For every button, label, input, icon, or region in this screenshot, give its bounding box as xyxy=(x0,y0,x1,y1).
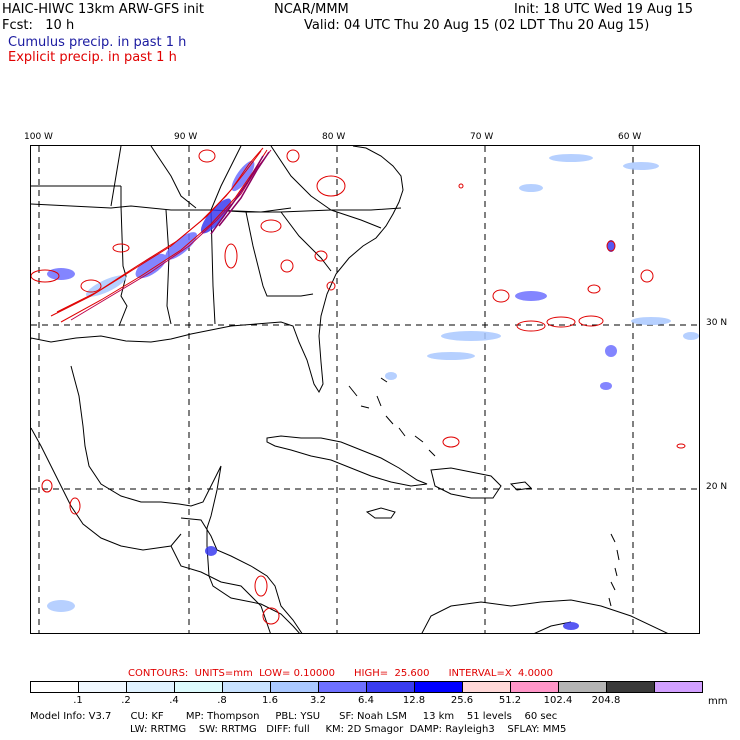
legend-tick-label: 12.8 xyxy=(402,695,426,706)
valid-time: Valid: 04 UTC Thu 20 Aug 15 (02 LDT Thu … xyxy=(304,18,650,33)
init-time: Init: 18 UTC Wed 19 Aug 15 xyxy=(514,2,694,17)
legend-swatch xyxy=(318,681,367,693)
lon-label-100w: 100 W xyxy=(24,132,53,142)
explicit-precip-contours xyxy=(31,147,686,625)
legend-swatch xyxy=(78,681,127,693)
forecast-hour: Fcst: 10 h xyxy=(2,18,75,33)
map-canvas xyxy=(31,146,699,633)
legend-tick-label: 6.4 xyxy=(358,695,374,706)
legend-tick-label: 1.6 xyxy=(262,695,278,706)
legend-tick-label: .1 xyxy=(73,695,83,706)
model-info-line2: LW: RRTMG SW: RRTMG DIFF: full KM: 2D Sm… xyxy=(130,724,567,735)
legend-tick-label: 102.4 xyxy=(543,695,573,706)
cumulus-precip xyxy=(47,154,699,630)
legend-tick-label: .8 xyxy=(217,695,227,706)
lon-label-70w: 70 W xyxy=(470,132,494,142)
legend-swatch xyxy=(366,681,415,693)
legend-swatch xyxy=(222,681,271,693)
legend-swatch xyxy=(30,681,79,693)
model-title: HAIC-HIWC 13km ARW-GFS init xyxy=(2,2,204,17)
legend-swatch xyxy=(270,681,319,693)
precipitation-map xyxy=(30,145,700,634)
legend-tick-label: .4 xyxy=(169,695,179,706)
legend-tick-label: 25.6 xyxy=(450,695,474,706)
model-info-line1: Model Info: V3.7 CU: KF MP: Thompson PBL… xyxy=(30,711,558,722)
contours-label: CONTOURS: UNITS=mm LOW= 0.10000 HIGH= 25… xyxy=(128,668,554,679)
lon-label-60w: 60 W xyxy=(618,132,642,142)
legend-swatch xyxy=(174,681,223,693)
legend-swatch xyxy=(126,681,175,693)
legend-swatch xyxy=(654,681,703,693)
legend-swatch xyxy=(462,681,511,693)
legend-units: mm xyxy=(708,696,728,707)
legend-swatch xyxy=(510,681,559,693)
lon-label-90w: 90 W xyxy=(174,132,198,142)
lat-lon-grid xyxy=(31,146,699,633)
legend-swatch xyxy=(414,681,463,693)
coastlines xyxy=(31,146,668,633)
lon-label-80w: 80 W xyxy=(322,132,346,142)
explicit-legend-title: Explicit precip. in past 1 h xyxy=(8,50,177,65)
legend-tick-label: 3.2 xyxy=(310,695,326,706)
lat-label-20n: 20 N xyxy=(706,482,728,492)
legend-tick-label: 51.2 xyxy=(498,695,522,706)
legend-tick-label: .2 xyxy=(121,695,131,706)
legend-tick-label: 204.8 xyxy=(591,695,621,706)
organization: NCAR/MMM xyxy=(274,2,349,17)
lat-label-30n: 30 N xyxy=(706,318,728,328)
legend-swatch xyxy=(558,681,607,693)
precip-color-legend xyxy=(30,681,703,693)
cumulus-legend-title: Cumulus precip. in past 1 h xyxy=(8,35,187,50)
legend-swatch xyxy=(606,681,655,693)
